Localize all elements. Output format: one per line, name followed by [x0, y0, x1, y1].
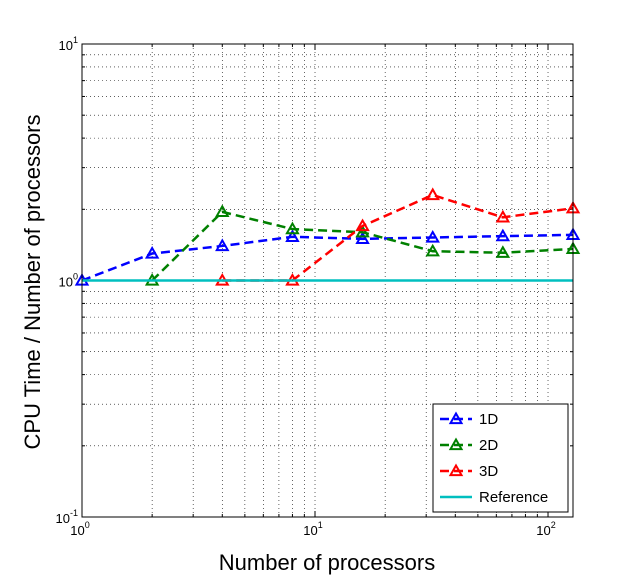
- x-axis-title: Number of processors: [219, 550, 435, 575]
- series-1d-point: [144, 246, 160, 259]
- series-lines: [74, 187, 581, 286]
- y-tick-label: 10-1: [56, 508, 78, 526]
- legend-box: [432, 403, 569, 513]
- x-tick-label: 101: [303, 520, 322, 538]
- legend-item-1d: 1D: [440, 411, 498, 428]
- series-1d-point: [355, 231, 370, 244]
- series-2d-point: [495, 245, 511, 258]
- legend-label-reference: Reference: [479, 489, 548, 506]
- series-2d-point: [215, 204, 230, 218]
- legend-item-2d: 2D: [440, 437, 498, 454]
- legend-label-3d: 3D: [479, 463, 498, 480]
- series-3d-point: [495, 209, 511, 223]
- legend-item-3d: 3D: [440, 463, 498, 480]
- legend-marker-3d: [448, 463, 464, 477]
- y-tick-labels: 10-1 100 101: [56, 35, 78, 526]
- series-2d-point: [285, 221, 300, 235]
- legend-label-2d: 2D: [479, 437, 498, 454]
- series-1d-point: [495, 228, 511, 242]
- legend: 1D 2D 3D Reference: [432, 403, 569, 513]
- series-1d-point: [425, 229, 440, 243]
- y-tick-label: 100: [59, 272, 78, 290]
- x-tick-labels: 100 101 102: [70, 520, 556, 538]
- series-2d-line: [151, 210, 574, 282]
- legend-marker-2d: [448, 437, 464, 451]
- legend-item-reference: Reference: [440, 489, 548, 506]
- legend-marker-1d: [448, 411, 464, 425]
- series-2d-point: [355, 224, 370, 238]
- y-axis-title: CPU Time / Number of processors: [20, 115, 45, 450]
- x-tick-label: 100: [70, 520, 89, 538]
- series-1d-line: [81, 233, 574, 282]
- series-1d-point: [215, 238, 230, 252]
- series-3d-point: [425, 187, 440, 201]
- series-3d-point: [355, 218, 370, 232]
- series-1d-point: [285, 229, 300, 242]
- legend-label-1d: 1D: [479, 411, 498, 428]
- x-tick-label: 102: [536, 520, 555, 538]
- series-2d-point: [425, 243, 440, 257]
- y-tick-label: 101: [59, 35, 78, 53]
- plot-frame: [81, 43, 574, 518]
